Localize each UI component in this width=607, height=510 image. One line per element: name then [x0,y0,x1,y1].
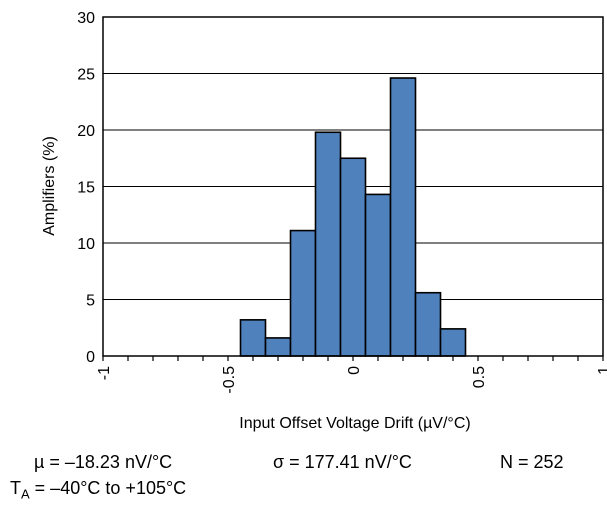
x-axis-title: Input Offset Voltage Drift (µV/°C) [239,415,470,432]
y-tick-label: 0 [86,349,95,366]
histogram-bar [339,157,367,357]
x-tick-label: 1 [596,366,607,375]
ta-subscript: A [21,486,30,502]
y-tick-label: 5 [86,293,95,310]
histogram-bar [389,77,417,357]
x-tick-label: 0 [346,366,363,375]
tick-labels: 0 5 10 15 20 25 30 -1 -0.5 0 0.5 1 [77,10,607,394]
histogram-bar [289,229,317,357]
ta-range: = –40°C to +105°C [29,478,187,498]
histogram-bar [364,193,392,357]
y-axis-title: Amplifiers (%) [41,136,58,236]
histogram-bar [314,131,342,357]
sample-count-stat: N = 252 [500,452,564,472]
y-tick-label: 25 [77,67,95,84]
x-tick-label: 0.5 [471,366,488,388]
ta-symbol: T [10,478,21,498]
histogram-bars [239,77,467,357]
temperature-range-stat: TA = –40°C to +105°C [10,478,186,502]
histogram-chart: 0 5 10 15 20 25 30 -1 -0.5 0 0.5 1 Amplifiers (%) I… [41,10,607,432]
mean-stat: µ = –18.23 nV/°C [34,452,173,472]
y-tick-label: 10 [77,236,95,253]
sigma-stat: σ = 177.41 nV/°C [273,452,412,472]
y-tick-label: 15 [77,180,95,197]
axes [102,16,604,361]
histogram-bar [264,337,292,357]
x-tick-label: -0.5 [221,366,238,394]
histogram-bar [414,291,442,357]
histogram-bar [239,319,267,357]
x-tick-label: -1 [96,366,113,380]
histogram-bar [439,328,467,357]
y-tick-label: 20 [77,123,95,140]
y-tick-label: 30 [77,10,95,27]
